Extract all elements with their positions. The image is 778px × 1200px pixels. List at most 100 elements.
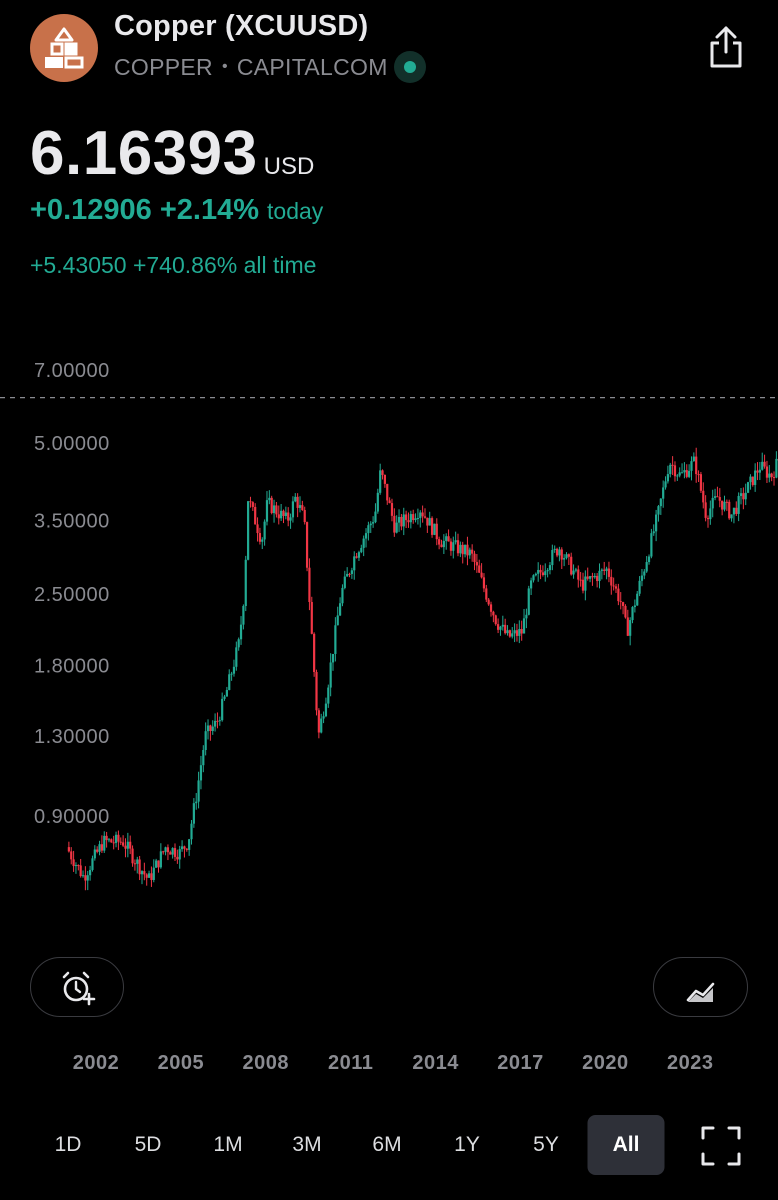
candle-body	[150, 873, 153, 880]
candle-body	[678, 472, 681, 476]
candle-body	[473, 553, 476, 563]
candle-body	[67, 847, 70, 852]
candle-body	[155, 860, 158, 868]
change-today-value: +0.12906 +2.14%	[30, 194, 259, 226]
candle-body	[577, 569, 580, 580]
candle-body	[713, 496, 717, 498]
range-1y[interactable]: 1Y	[454, 1133, 480, 1156]
candle-body	[188, 839, 191, 850]
candle-body	[414, 518, 417, 521]
candle-body	[117, 834, 120, 842]
candle-body	[369, 523, 372, 526]
candle-body	[294, 496, 297, 502]
symbol-title: Copper (XCUUSD)	[114, 10, 369, 42]
candle-body	[301, 505, 304, 511]
candle-body	[657, 506, 660, 515]
candle-body	[749, 476, 752, 483]
candle-body	[206, 725, 210, 732]
candle-body	[416, 518, 420, 520]
candle-body	[386, 483, 389, 501]
share-button[interactable]	[704, 22, 748, 70]
candle-body	[324, 703, 328, 717]
candle-body	[298, 505, 302, 508]
candle-body	[289, 517, 292, 521]
candle-body	[428, 518, 431, 526]
candle-body	[77, 865, 80, 867]
candle-body	[454, 540, 457, 543]
candle-body	[223, 696, 226, 699]
range-1m[interactable]: 1M	[213, 1133, 243, 1156]
candle-body	[567, 554, 570, 557]
candle-body	[746, 482, 750, 493]
candle-body	[478, 565, 481, 573]
candle-body	[277, 514, 280, 519]
candle-body	[475, 562, 478, 566]
candle-body	[673, 465, 677, 477]
range-5d[interactable]: 5D	[134, 1133, 162, 1156]
candle-body	[532, 575, 535, 581]
y-tick-label: 1.80000	[34, 655, 110, 677]
change-all-time: +5.43050 +740.86% all time	[30, 252, 317, 278]
fullscreen-button[interactable]	[700, 1125, 742, 1167]
candle-body	[272, 505, 276, 514]
candle-body	[239, 624, 243, 640]
candle-body	[600, 569, 603, 571]
candle-body	[140, 871, 144, 875]
candle-body	[390, 503, 394, 516]
candle-body	[136, 859, 139, 864]
candle-body	[400, 516, 403, 527]
candle-body	[697, 474, 700, 476]
price-chart[interactable]: 7.00000 5.00000 3.50000 2.50000 1.80000 1.300…	[0, 340, 778, 940]
change-today: +0.12906 +2.14% today	[30, 194, 323, 227]
candle-body	[626, 617, 629, 636]
candle-body	[772, 477, 776, 479]
candle-body	[308, 567, 311, 603]
candle-body	[143, 871, 146, 875]
price-currency: USD	[263, 153, 315, 180]
candle-body	[381, 470, 384, 475]
candle-body	[522, 618, 526, 634]
range-1d[interactable]: 1D	[54, 1133, 82, 1156]
range-5y[interactable]: 5Y	[533, 1133, 559, 1156]
range-3m[interactable]: 3M	[292, 1133, 322, 1156]
candle-body	[570, 556, 573, 575]
candle-body	[633, 605, 636, 608]
candle-body	[213, 720, 217, 727]
candle-body	[131, 848, 134, 864]
candle-body	[242, 606, 245, 625]
candle-body	[610, 576, 613, 586]
candle-body	[574, 569, 578, 571]
candle-body	[737, 495, 740, 514]
candle-body	[563, 558, 566, 560]
candle-body	[355, 556, 358, 558]
x-tick-label: 2023	[667, 1052, 714, 1074]
candle-body	[244, 559, 247, 607]
candle-body	[508, 630, 511, 637]
candle-body	[539, 569, 542, 573]
candle-body	[640, 575, 644, 581]
candle-body	[690, 461, 693, 471]
candle-body	[81, 875, 85, 877]
range-all[interactable]: All	[587, 1115, 665, 1175]
candle-body	[447, 536, 450, 542]
candle-body	[93, 849, 96, 859]
candle-body	[89, 869, 92, 876]
candle-body	[176, 856, 179, 860]
candle-body	[346, 573, 349, 577]
candle-body	[145, 874, 148, 878]
candle-body	[489, 604, 493, 612]
range-6m[interactable]: 6M	[372, 1133, 402, 1156]
chart-type-button[interactable]	[653, 957, 748, 1017]
candle-body	[499, 626, 502, 630]
candle-body	[688, 470, 691, 477]
candle-body	[721, 500, 724, 510]
candle-body	[466, 544, 469, 556]
candle-body	[216, 720, 219, 722]
candle-body	[461, 544, 464, 555]
candle-body	[565, 554, 568, 559]
candle-body	[419, 512, 422, 519]
candle-body	[718, 497, 721, 501]
candle-body	[530, 580, 533, 589]
candle-body	[192, 803, 195, 824]
add-alert-button[interactable]	[30, 957, 124, 1017]
